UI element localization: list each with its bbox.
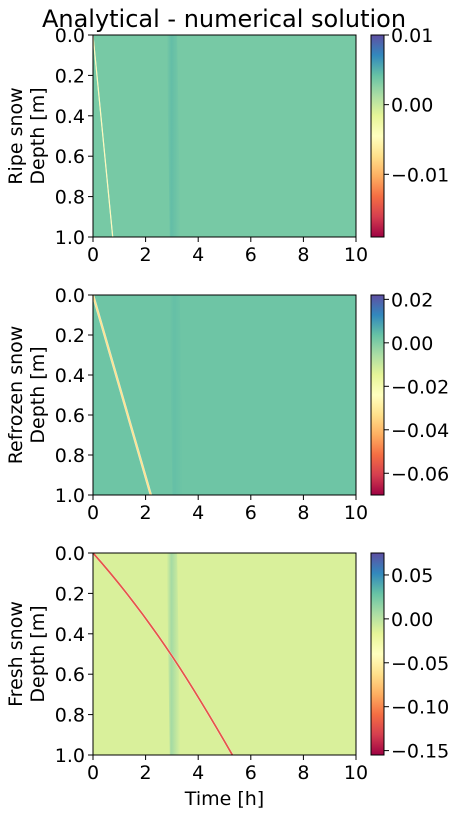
heatmap-field bbox=[93, 35, 356, 237]
figure-title: Analytical - numerical solution bbox=[42, 5, 406, 33]
colorbar-tick-label: −0.06 bbox=[391, 463, 449, 485]
y-tick-label: 0.6 bbox=[55, 664, 85, 686]
y-tick-label: 0.6 bbox=[55, 146, 85, 168]
colorbar-tick-label: 0.00 bbox=[391, 333, 433, 355]
colorbar-tick-label: −0.05 bbox=[391, 653, 449, 675]
x-tick-label: 6 bbox=[245, 502, 257, 524]
colorbar-tick-label: 0.00 bbox=[391, 95, 433, 117]
colorbar-tick-label: 0.01 bbox=[391, 25, 433, 47]
y-tick-label: 0.8 bbox=[55, 445, 85, 467]
heatmap-field bbox=[93, 553, 356, 755]
x-tick-label: 2 bbox=[140, 762, 152, 784]
colorbar-tick-label: −0.10 bbox=[391, 697, 449, 719]
y-tick-label: 0.0 bbox=[55, 25, 85, 47]
x-axis-label: Time [h] bbox=[184, 788, 264, 810]
x-tick-label: 4 bbox=[192, 244, 204, 266]
y-axis-label: Depth [m] bbox=[27, 346, 49, 443]
x-tick-label: 0 bbox=[87, 244, 99, 266]
y-axis-label: Depth [m] bbox=[27, 87, 49, 184]
y-tick-label: 1.0 bbox=[55, 485, 85, 507]
x-tick-label: 8 bbox=[297, 244, 309, 266]
y-tick-label: 0.2 bbox=[55, 65, 85, 87]
x-tick-label: 4 bbox=[192, 762, 204, 784]
y-tick-label: 0.6 bbox=[55, 405, 85, 427]
y-tick-label: 0.4 bbox=[55, 365, 85, 387]
y-axis-label: Refrozen snow bbox=[5, 326, 27, 465]
colorbar bbox=[371, 553, 384, 755]
y-tick-label: 0.2 bbox=[55, 583, 85, 605]
heatmap-field bbox=[93, 295, 356, 495]
x-tick-label: 0 bbox=[87, 762, 99, 784]
heatmap-panel-fresh: 0 2 4 6 8 10 0.0 0.2 0.4 0.6 0.8 1.0 Fresh snow Depth… bbox=[5, 543, 449, 810]
colorbar bbox=[371, 295, 384, 495]
x-tick-label: 8 bbox=[297, 762, 309, 784]
y-tick-label: 0.4 bbox=[55, 624, 85, 646]
colorbar-tick-label: −0.15 bbox=[391, 741, 449, 763]
x-tick-label: 10 bbox=[344, 502, 368, 524]
colorbar-tick-label: −0.01 bbox=[391, 164, 449, 186]
y-tick-label: 0.4 bbox=[55, 106, 85, 128]
colorbar-tick-label: 0.00 bbox=[391, 609, 433, 631]
colorbar-tick-label: 0.02 bbox=[391, 289, 433, 311]
colorbar-tick-label: −0.04 bbox=[391, 420, 449, 442]
x-tick-label: 6 bbox=[245, 762, 257, 784]
y-axis-label: Ripe snow bbox=[5, 87, 27, 184]
x-tick-label: 10 bbox=[344, 244, 368, 266]
y-axis-label: Depth [m] bbox=[27, 605, 49, 702]
y-tick-label: 0.0 bbox=[55, 543, 85, 565]
y-axis-label: Fresh snow bbox=[5, 601, 27, 707]
x-tick-label: 4 bbox=[192, 502, 204, 524]
y-tick-label: 0.8 bbox=[55, 187, 85, 209]
x-tick-label: 2 bbox=[140, 502, 152, 524]
y-tick-label: 0.0 bbox=[55, 285, 85, 307]
heatmap-panel-ripe: 0 2 4 6 8 10 0.0 0.2 0.4 0.6 0.8 1.0 Ripe snow Depth … bbox=[5, 25, 449, 266]
x-tick-label: 2 bbox=[140, 244, 152, 266]
x-tick-label: 10 bbox=[344, 762, 368, 784]
x-tick-label: 0 bbox=[87, 502, 99, 524]
y-tick-label: 1.0 bbox=[55, 745, 85, 767]
heatmap-panel-refrozen: 0 2 4 6 8 10 0.0 0.2 0.4 0.6 0.8 1.0 Refrozen snow De… bbox=[5, 285, 449, 524]
colorbar-tick-label: −0.02 bbox=[391, 376, 449, 398]
x-tick-label: 6 bbox=[245, 244, 257, 266]
x-tick-label: 8 bbox=[297, 502, 309, 524]
y-tick-label: 0.8 bbox=[55, 705, 85, 727]
y-tick-label: 0.2 bbox=[55, 325, 85, 347]
y-tick-label: 1.0 bbox=[55, 227, 85, 249]
colorbar bbox=[371, 35, 384, 237]
colorbar-tick-label: 0.05 bbox=[391, 565, 433, 587]
